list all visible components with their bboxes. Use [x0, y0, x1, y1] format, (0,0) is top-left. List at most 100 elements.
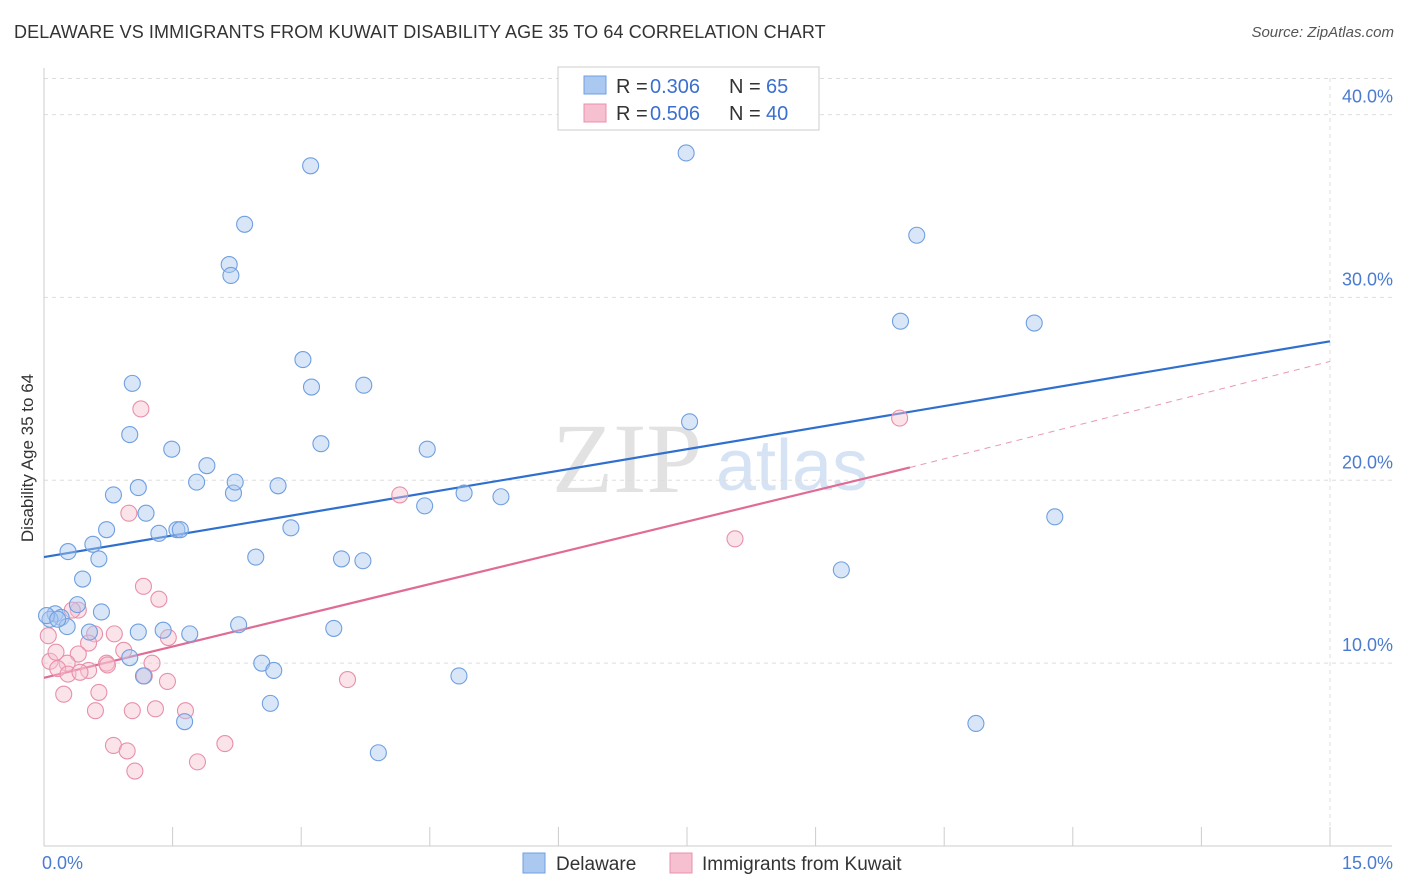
data-point-pink [726, 530, 744, 548]
data-point-blue [455, 484, 473, 502]
data-point-blue [226, 473, 244, 491]
data-point-blue [90, 550, 108, 568]
data-point-blue [369, 744, 387, 762]
watermark-atlas: atlas [716, 426, 868, 506]
x-tick-labels: 0.0% 15.0% [42, 853, 1393, 873]
data-point-pink [80, 661, 98, 680]
data-point-blue [150, 524, 168, 542]
data-point-pink [90, 683, 108, 701]
bottom-legend-swatch-kuwait [669, 852, 693, 874]
y-tick-label: 20.0% [1342, 452, 1393, 472]
y-axis-title: Disability Age 35 to 64 [18, 374, 37, 542]
correlation-legend: R = 0.306 N = 65 R = 0.506 N = 40 [557, 66, 820, 131]
data-point-blue [222, 266, 240, 285]
data-point-pink [188, 753, 207, 771]
bottom-legend-swatch-delaware [522, 852, 546, 874]
data-point-blue [265, 661, 283, 680]
data-point-blue [492, 488, 510, 506]
data-point-pink [39, 627, 57, 645]
data-point-pink [123, 702, 141, 720]
data-point-blue [98, 521, 116, 539]
data-point-blue [908, 226, 926, 244]
data-point-blue [302, 378, 321, 396]
data-point-blue [967, 714, 985, 733]
legend-n-label-kuwait: N = [729, 103, 761, 125]
data-point-blue [129, 479, 147, 497]
trend-line-blue [43, 340, 1331, 559]
data-point-blue [74, 570, 92, 588]
legend-r-value-kuwait: 0.506 [650, 103, 700, 125]
data-point-pink [126, 762, 144, 780]
data-point-pink [69, 601, 87, 619]
data-point-blue [129, 623, 147, 641]
y-tick-label: 10.0% [1342, 635, 1393, 655]
source-credit: Source: ZipAtlas.com [1251, 24, 1394, 41]
data-point-blue [163, 440, 181, 458]
data-point-blue [176, 713, 194, 731]
data-point-pink [146, 700, 165, 718]
data-point-blue [121, 426, 139, 444]
data-point-pink [47, 643, 65, 661]
data-point-blue [220, 255, 238, 274]
data-point-blue [891, 312, 910, 330]
data-point-blue [58, 618, 76, 636]
legend-r-value-delaware: 0.306 [650, 76, 700, 98]
watermark: ZIP atlas [552, 403, 868, 514]
legend-n-label-delaware: N = [729, 76, 761, 98]
data-point-pink [891, 409, 909, 427]
data-point-blue [49, 610, 67, 628]
data-point-blue [294, 351, 312, 369]
data-point-blue [137, 504, 155, 522]
data-point-blue [104, 486, 122, 504]
data-point-blue [188, 473, 206, 491]
x-tick-label: 0.0% [42, 853, 83, 873]
data-point-pink [55, 685, 73, 703]
data-point-pink [71, 663, 89, 681]
data-point-pink [338, 671, 357, 689]
data-point-pink [143, 654, 161, 672]
data-point-blue [92, 603, 110, 621]
data-point-blue [154, 621, 172, 639]
data-point-blue [355, 376, 373, 394]
data-point-pink [134, 577, 153, 595]
series-legend: Delaware Immigrants from Kuwait [522, 852, 902, 875]
data-point-pink [105, 625, 123, 643]
data-point-blue [416, 497, 434, 515]
data-point-blue [282, 519, 300, 537]
data-point-blue [832, 561, 850, 579]
series-immigrants-from-kuwait [39, 400, 909, 780]
y-tick-label: 30.0% [1342, 269, 1393, 289]
data-point-blue [677, 144, 695, 162]
legend-r-label-delaware: R = [616, 76, 648, 98]
data-point-blue [247, 548, 265, 566]
data-point-blue [1025, 314, 1043, 332]
data-point-pink [69, 645, 87, 663]
axes [43, 68, 1392, 847]
data-point-blue [68, 596, 86, 614]
data-point-blue [450, 667, 468, 685]
data-point-blue [312, 435, 330, 453]
data-point-blue [269, 477, 287, 495]
data-point-pink [98, 656, 116, 674]
legend-swatch-kuwait [583, 103, 607, 123]
y-tick-labels: 10.0% 20.0% 30.0% 40.0% [1342, 87, 1393, 656]
legend-n-value-delaware: 65 [766, 76, 788, 98]
data-point-blue [59, 543, 77, 561]
data-point-blue [181, 625, 199, 643]
data-point-blue [354, 552, 372, 570]
data-point-blue [121, 649, 139, 667]
chart-title: DELAWARE VS IMMIGRANTS FROM KUWAIT DISAB… [14, 22, 826, 42]
x-tick-label: 15.0% [1342, 853, 1393, 873]
y-tick-label: 40.0% [1342, 87, 1393, 107]
data-point-blue [80, 623, 98, 641]
legend-n-value-kuwait: 40 [766, 103, 788, 125]
data-point-pink [158, 672, 177, 690]
trend-lines [43, 340, 1331, 679]
data-point-blue [236, 215, 254, 233]
legend-swatch-delaware [583, 75, 607, 95]
data-point-pink [49, 660, 67, 678]
data-point-blue [1046, 508, 1064, 526]
data-point-blue [230, 616, 248, 634]
data-point-blue [84, 535, 102, 553]
